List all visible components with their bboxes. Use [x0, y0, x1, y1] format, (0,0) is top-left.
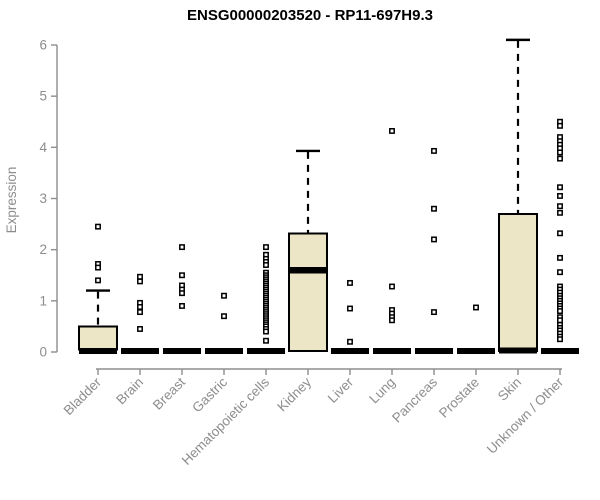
outlier-point-hematopoietic-cells [263, 262, 269, 268]
x-category-label: Prostate [436, 375, 482, 421]
median-brain [121, 347, 159, 355]
outlier-point-unknown-other [557, 269, 563, 276]
box-bladder [78, 325, 118, 351]
y-tick-label: 0 [39, 345, 47, 360]
outlier-point-breast [179, 303, 185, 309]
y-tick-label: 2 [39, 242, 47, 257]
y-tick-label: 3 [39, 191, 47, 206]
outlier-point-pancreas [431, 309, 437, 316]
outlier-point-pancreas [431, 205, 437, 212]
x-category-label: Lung [366, 375, 398, 407]
median-gastric [205, 347, 243, 355]
outlier-point-brain [137, 278, 143, 285]
outlier-point-brain [137, 326, 143, 332]
outlier-point-gastric [221, 313, 227, 320]
median-kidney [289, 266, 327, 274]
outlier-point-lung [389, 128, 395, 134]
outlier-point-lung [389, 317, 395, 324]
outlier-point-unknown-other [557, 149, 563, 156]
box-skin [498, 212, 538, 352]
outlier-point-unknown-other [557, 192, 563, 199]
outlier-point-pancreas [431, 147, 437, 154]
outlier-point-unknown-other [557, 184, 563, 191]
outlier-point-hematopoietic-cells [263, 328, 269, 335]
median-liver [331, 347, 369, 355]
median-skin [499, 347, 537, 354]
outlier-point-brain [137, 304, 143, 310]
x-category-label: Kidney [274, 374, 314, 414]
outlier-point-bladder [95, 264, 101, 271]
outlier-point-pancreas [431, 236, 437, 243]
median-breast [163, 347, 201, 355]
outlier-point-liver [347, 338, 353, 345]
median-prostate [457, 347, 495, 355]
outlier-point-lung [389, 283, 395, 290]
chart-title: ENSG00000203520 - RP11-697H9.3 [187, 7, 433, 24]
box-kidney [288, 232, 328, 352]
y-tick-label: 6 [39, 38, 47, 53]
outlier-point-brain [137, 273, 143, 280]
outlier-point-hematopoietic-cells [263, 244, 269, 251]
outlier-point-prostate [473, 304, 479, 311]
x-category-label: Pancreas [389, 374, 440, 425]
outlier-point-unknown-other [557, 317, 563, 324]
median-unknown-other [541, 347, 579, 355]
y-tick-label: 4 [39, 140, 47, 155]
median-pancreas [415, 347, 453, 355]
outlier-point-brain [137, 309, 143, 316]
x-category-label: Breast [150, 374, 188, 412]
outlier-point-unknown-other [557, 155, 563, 162]
outlier-point-unknown-other [557, 122, 563, 129]
outlier-point-unknown-other [557, 209, 563, 216]
outlier-point-bladder [95, 223, 101, 230]
x-category-label: Gastric [189, 374, 230, 415]
median-lung [373, 347, 411, 355]
median-hematopoietic-cells [247, 347, 285, 355]
x-category-label: Unknown / Other [484, 374, 567, 457]
y-axis-label: Expression [4, 167, 19, 234]
outlier-point-breast [179, 290, 185, 297]
outlier-point-breast [179, 244, 185, 251]
outlier-point-unknown-other [557, 230, 563, 237]
y-axis: 0 1 2 3 4 5 6 [39, 38, 58, 360]
x-category-label: Bladder [61, 374, 105, 418]
outlier-point-gastric [221, 292, 227, 299]
median-bladder [79, 347, 117, 355]
outlier-point-hematopoietic-cells [263, 337, 269, 344]
outlier-point-unknown-other [557, 254, 563, 261]
outlier-point-liver [347, 279, 353, 286]
y-tick-label: 1 [39, 293, 47, 308]
y-tick-label: 5 [39, 89, 47, 104]
outlier-point-unknown-other [557, 336, 563, 343]
x-category-label: Liver [325, 374, 357, 406]
outlier-point-liver [347, 305, 353, 312]
x-category-label: Brain [113, 375, 146, 408]
boxplot-boxes [78, 38, 579, 355]
outlier-point-breast [179, 272, 185, 279]
x-category-label: Skin [495, 375, 524, 404]
outlier-point-unknown-other [557, 308, 563, 315]
outlier-point-unknown-other [557, 203, 563, 210]
outlier-point-bladder [95, 277, 101, 284]
